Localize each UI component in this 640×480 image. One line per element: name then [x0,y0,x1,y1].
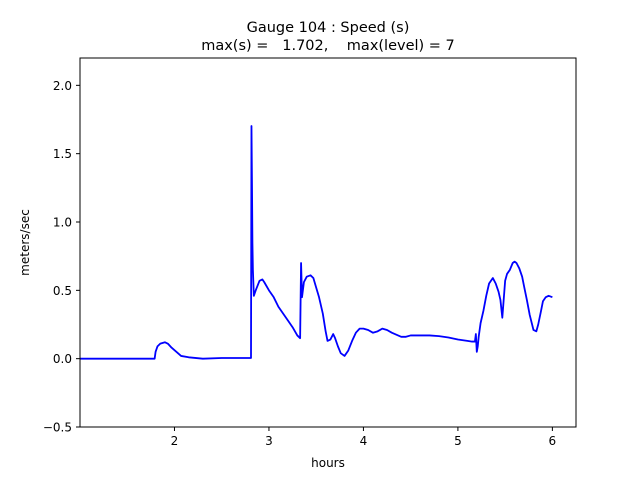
x-axis: 2 3 4 5 6 [171,427,557,448]
y-tick-label: 2.0 [53,79,72,93]
x-tick-label: 5 [454,434,462,448]
x-tick-label: 3 [265,434,273,448]
y-axis-label: meters/sec [18,209,32,276]
x-tick-label: 4 [360,434,368,448]
x-axis-label: hours [311,456,345,470]
y-axis: −0.5 0.0 0.5 1.0 1.5 2.0 [43,79,80,435]
plot-background [80,58,576,427]
chart-subtitle: max(s) = 1.702, max(level) = 7 [201,38,455,54]
chart-title: Gauge 104 : Speed (s) [247,20,410,36]
y-tick-label: 0.5 [53,284,72,298]
x-tick-label: 2 [171,434,179,448]
y-tick-label: −0.5 [43,421,72,435]
plot-frame [79,57,577,428]
plot-area [79,57,577,428]
y-tick-label: 1.5 [53,147,72,161]
series-line-speed [80,125,553,360]
x-tick-label: 6 [549,434,557,448]
y-tick-label: 1.0 [53,216,72,230]
y-tick-label: 0.0 [53,352,72,366]
